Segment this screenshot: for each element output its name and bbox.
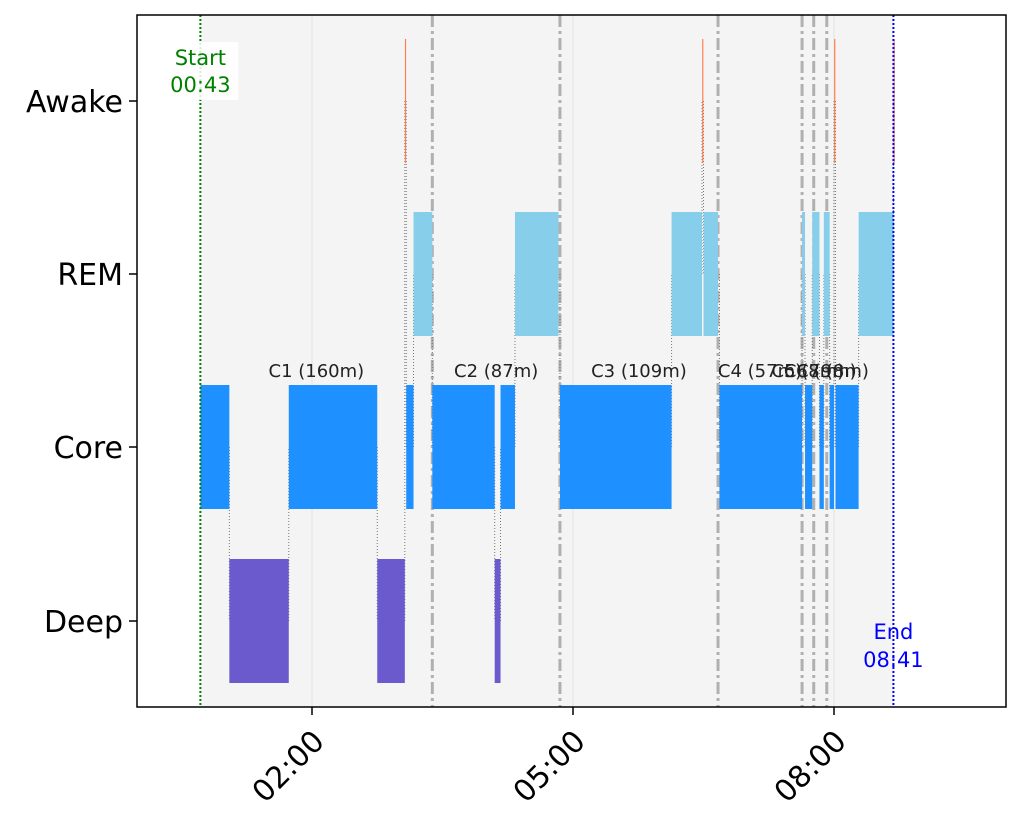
cycle-label: C5 (8m) — [772, 361, 845, 382]
start-label-time: 00:43 — [170, 73, 231, 97]
stage-segment-core — [835, 385, 859, 509]
stage-segment-rem — [671, 212, 703, 336]
cycle-label: C7 (8m) — [796, 361, 869, 382]
end-label-time: 08:41 — [863, 648, 924, 672]
stage-segment-core — [500, 385, 515, 509]
x-tick-label: 05:00 — [507, 724, 593, 810]
stage-segment-rem — [812, 212, 820, 336]
cycle-label: C1 (160m) — [269, 361, 365, 382]
stage-segment-core — [719, 385, 803, 509]
stage-segment-rem — [703, 212, 719, 336]
stage-segment-core — [829, 385, 834, 509]
stage-segment-core — [819, 385, 824, 509]
cycle-labels: C1 (160m) C2 (87m) C3 (109m) C4 (57m)C5 (8m… — [269, 361, 869, 382]
stage-segment-rem — [858, 212, 894, 336]
stage-segment-core — [559, 385, 672, 509]
start-label-box — [163, 42, 239, 100]
stage-segment-core — [200, 385, 230, 509]
stage-segment-deep — [229, 559, 289, 683]
stage-segment-core — [288, 385, 378, 509]
y-tick-label-core: Core — [54, 431, 123, 466]
y-tick-label-awake: Awake — [26, 85, 123, 120]
start-label-title: Start — [175, 46, 226, 70]
y-tick-label-rem: REM — [57, 258, 123, 293]
plot-frame — [136, 14, 1007, 708]
x-tick-label: 02:00 — [246, 724, 332, 810]
y-tick-label-deep: Deep — [44, 605, 123, 640]
plot-background — [200, 15, 894, 707]
x-tick-label: 08:00 — [768, 724, 854, 810]
cycle-label: C2 (87m) — [454, 361, 538, 382]
end-label-title: End — [873, 620, 913, 644]
stage-segment-core — [805, 385, 813, 509]
stage-segment-deep — [377, 559, 405, 683]
sleep-window-shade — [200, 15, 894, 707]
stage-segment-rem — [413, 212, 433, 336]
stage-segment-rem — [514, 212, 559, 336]
cycle-label: C3 (109m) — [591, 361, 687, 382]
stage-segment-core — [432, 385, 495, 509]
stage-segment-rem — [802, 212, 806, 336]
stage-segment-core — [406, 385, 414, 509]
stage-segment-deep — [494, 559, 501, 683]
cycle-label: C4 (57m) — [718, 361, 802, 382]
cycle-label: C6 (9m) — [784, 361, 857, 382]
start-end-markers: Start 00:43 End 08:41 — [163, 15, 924, 707]
stage-segment-rem — [823, 212, 830, 336]
stage-segments — [200, 39, 895, 683]
